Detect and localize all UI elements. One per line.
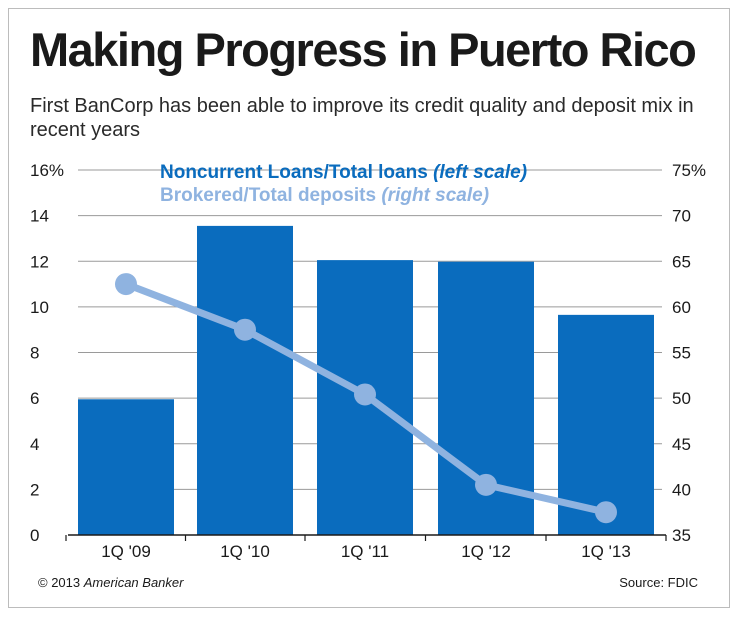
legend-noncurrent: Noncurrent Loans/Total loans (left scale…	[160, 162, 527, 183]
right-tick-label: 50	[672, 389, 691, 408]
left-tick-label: 4	[30, 435, 39, 454]
bar	[78, 399, 174, 535]
line-point	[595, 501, 617, 524]
category-label: 1Q '13	[581, 542, 631, 561]
right-tick-label: 60	[672, 298, 691, 317]
chart-title: Making Progress in Puerto Rico	[30, 23, 697, 76]
left-tick-label: 14	[30, 207, 49, 226]
copyright-year: © 2013	[38, 575, 81, 590]
left-tick-label: 2	[30, 480, 39, 499]
category-label: 1Q '10	[220, 542, 270, 561]
category-label: 1Q '09	[101, 542, 151, 561]
right-tick-label: 65	[672, 252, 691, 271]
left-tick-label: 16%	[30, 161, 64, 180]
chart-subtitle: First BanCorp has been able to improve i…	[30, 95, 694, 141]
category-label: 1Q '12	[461, 542, 511, 561]
line-point	[234, 318, 256, 341]
chart-frame	[8, 8, 730, 608]
legend-brokered: Brokered/Total deposits (right scale)	[160, 185, 489, 206]
left-tick-label: 6	[30, 389, 39, 408]
line-point	[475, 473, 497, 496]
right-tick-label: 45	[672, 435, 691, 454]
bar	[558, 314, 654, 535]
left-tick-label: 10	[30, 298, 49, 317]
line-point	[354, 383, 376, 406]
bar	[197, 225, 293, 535]
category-label: 1Q '11	[341, 542, 389, 561]
copyright: © 2013 American Banker	[38, 575, 183, 590]
right-tick-label: 70	[672, 207, 691, 226]
right-tick-label: 35	[672, 526, 691, 545]
left-tick-label: 0	[30, 526, 39, 545]
source-note: Source: FDIC	[619, 575, 698, 590]
right-tick-label: 55	[672, 344, 691, 363]
left-tick-label: 12	[30, 252, 49, 271]
publisher-name: American Banker	[83, 575, 184, 590]
left-tick-label: 8	[30, 344, 39, 363]
right-tick-label: 75%	[672, 161, 706, 180]
line-point	[115, 273, 137, 296]
right-tick-label: 40	[672, 480, 691, 499]
